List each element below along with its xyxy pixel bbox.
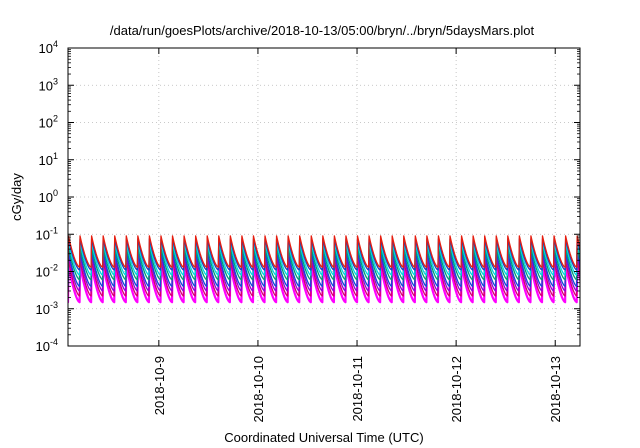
y-tick-label: 100 [39, 188, 58, 205]
series-line [68, 254, 580, 292]
grid [68, 48, 580, 346]
x-tick-label: 2018-10-12 [449, 356, 464, 423]
y-tick-label: 10-3 [36, 300, 58, 317]
series-line [68, 241, 580, 276]
y-tick-label: 10-4 [36, 337, 58, 354]
x-axis-title: Coordinated Universal Time (UTC) [224, 430, 423, 445]
series-line [68, 246, 580, 281]
y-tick-label: 102 [39, 114, 58, 131]
x-tick-label: 2018-10-11 [350, 356, 365, 422]
y-axis-title: cGy/day [9, 173, 24, 221]
chart-title: /data/run/goesPlots/archive/2018-10-13/0… [110, 23, 535, 38]
y-tick-label: 103 [39, 76, 58, 93]
y-tick-label: 10-2 [36, 263, 58, 280]
series-group [68, 235, 580, 304]
series-line [68, 259, 580, 297]
series-line [68, 263, 580, 304]
x-tick-label: 2018-10-10 [251, 356, 266, 423]
y-axis-labels: 10-4 10-3 10-2 10-1 100 101 102 103 104 [36, 39, 58, 354]
x-tick-label: 2018-10-9 [152, 356, 167, 415]
x-tick-label: 2018-10-13 [548, 356, 563, 423]
series-line [68, 235, 580, 268]
y-tick-label: 10-1 [36, 225, 58, 242]
y-tick-label: 104 [39, 39, 58, 56]
series-line [68, 238, 580, 271]
axis-ticks [68, 47, 580, 347]
series-line [68, 250, 580, 287]
y-tick-label: 101 [39, 151, 58, 168]
x-axis-labels: 2018-10-9 2018-10-10 2018-10-11 2018-10-12 2… [152, 356, 563, 423]
